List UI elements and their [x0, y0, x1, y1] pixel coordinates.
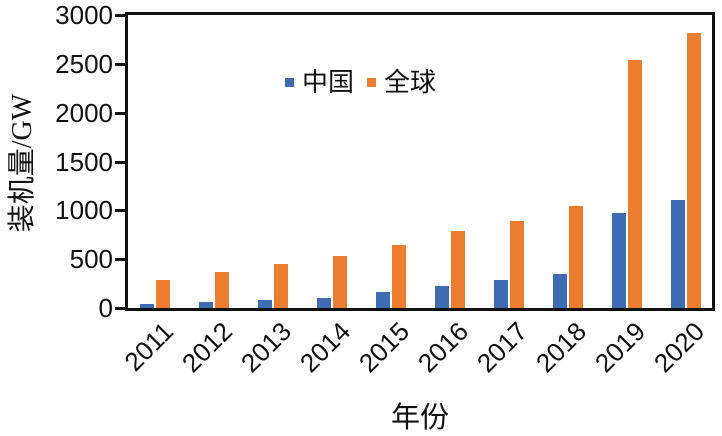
plot-area: 中国 全球	[125, 12, 715, 311]
legend-label-global: 全球	[384, 68, 437, 97]
bar-全球-2018	[569, 205, 583, 308]
y-tick-mark-1000	[115, 209, 125, 213]
bar-全球-2020	[687, 33, 701, 308]
x-tick-label-2019: 2019	[589, 316, 652, 379]
y-tick-label-2000: 2000	[55, 97, 113, 128]
y-tick-mark-3000	[115, 14, 125, 17]
y-tick-label-3000: 3000	[55, 0, 113, 30]
bar-中国-2012	[199, 302, 213, 308]
bar-中国-2020	[671, 199, 685, 308]
x-tick-label-2015: 2015	[353, 316, 416, 379]
bar-中国-2015	[376, 291, 390, 308]
legend-item-global: 全球	[367, 62, 436, 99]
bars-layer	[128, 15, 712, 308]
x-tick-label-2016: 2016	[412, 316, 475, 379]
y-tick-mark-2000	[115, 111, 125, 115]
y-tick-mark-0	[115, 307, 125, 310]
bar-全球-2015	[392, 244, 406, 308]
bar-中国-2014	[317, 297, 331, 308]
y-tick-label-0: 0	[98, 293, 113, 323]
y-tick-label-1500: 1500	[55, 146, 113, 177]
legend-swatch-global	[367, 77, 377, 87]
bar-中国-2019	[612, 213, 626, 308]
y-tick-label-2500: 2500	[55, 48, 113, 79]
bar-全球-2019	[628, 59, 642, 308]
bar-中国-2016	[435, 286, 449, 308]
x-tick-label-2012: 2012	[176, 316, 239, 379]
legend-label-china: 中国	[302, 68, 355, 97]
bar-全球-2011	[156, 279, 170, 308]
bar-中国-2011	[140, 303, 154, 308]
bar-全球-2014	[333, 255, 347, 308]
x-tick-label-2013: 2013	[235, 316, 298, 379]
x-tick-label-2014: 2014	[294, 316, 357, 379]
legend-swatch-china	[285, 77, 294, 87]
x-tick-label-2011: 2011	[118, 316, 180, 377]
x-tick-label-2017: 2017	[471, 316, 534, 379]
legend: 中国 全球	[285, 62, 436, 99]
bar-中国-2017	[494, 279, 508, 308]
y-tick-mark-2500	[115, 62, 125, 66]
bar-中国-2013	[258, 299, 272, 308]
bar-全球-2013	[274, 264, 288, 308]
x-tick-label-2020: 2020	[648, 316, 711, 379]
y-tick-mark-1500	[115, 160, 125, 164]
x-axis-title: 年份	[390, 402, 449, 434]
y-tick-label-500: 500	[69, 244, 113, 275]
bar-全球-2016	[451, 230, 465, 308]
y-tick-label-1000: 1000	[55, 195, 113, 226]
x-tick-label-2018: 2018	[530, 316, 593, 379]
y-tick-mark-500	[115, 258, 125, 262]
bar-全球-2017	[510, 220, 524, 308]
bar-全球-2012	[215, 271, 229, 308]
bar-中国-2018	[553, 273, 567, 308]
